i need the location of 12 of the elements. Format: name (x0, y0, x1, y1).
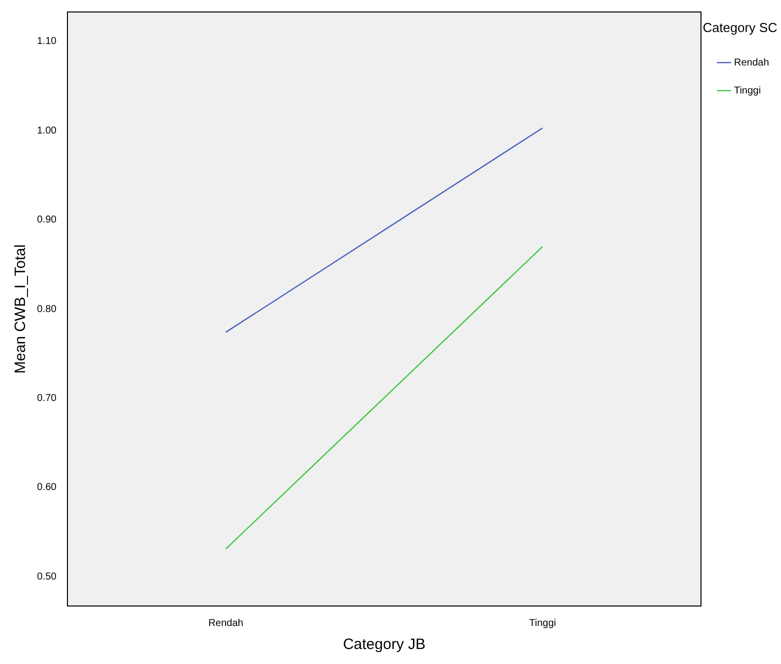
y-tick-label: 0.70 (36, 392, 57, 404)
y-tick-label: 0.90 (36, 214, 57, 226)
y-tick-label: 1.10 (36, 36, 57, 48)
legend-label: Tinggi (734, 85, 761, 96)
x-axis-title: Category JB (342, 636, 426, 654)
legend-label: Rendah (734, 57, 769, 68)
y-tick-label: 0.50 (36, 571, 57, 582)
y-tick-label: 0.80 (36, 304, 57, 315)
y-tick-label: 1.00 (36, 125, 57, 136)
y-axis-title: Mean CWB_I_Total (12, 244, 30, 374)
legend-title: Category SC (702, 20, 778, 36)
y-tick-label: 0.60 (36, 482, 57, 494)
